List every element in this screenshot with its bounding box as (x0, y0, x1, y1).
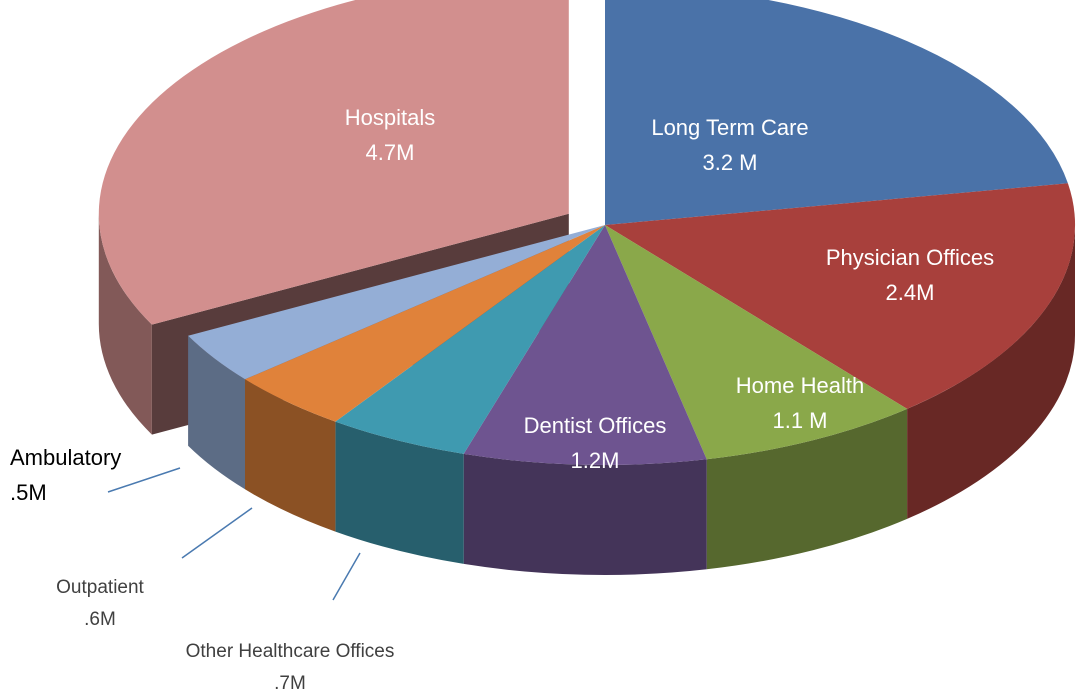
value-label: 4.7M (365, 140, 415, 165)
slice-label: Hospitals 4.7M (270, 100, 510, 170)
pie-slice (335, 225, 605, 454)
slice-label: Physician Offices 2.4M (780, 240, 1040, 310)
category-name: Home Health (735, 373, 865, 398)
value-label: 1.2M (570, 448, 620, 473)
slice-side (188, 335, 245, 490)
category-name: Physician Offices (825, 245, 995, 270)
value-label: .7M (274, 673, 306, 694)
value-label: 1.1 M (772, 408, 828, 433)
pie-slice (605, 183, 1076, 409)
pie-slice (98, 0, 569, 325)
pie-slice (188, 225, 605, 380)
pie-slice (463, 225, 707, 465)
slice-label: Long Term Care 3.2 M (600, 110, 860, 180)
pie-slice (245, 225, 605, 422)
slice-label: Outpatient .6M (20, 572, 180, 636)
category-name: Long Term Care (651, 115, 809, 140)
pie-slice (605, 225, 908, 460)
slice-side (245, 379, 336, 532)
slice-label: Ambulatory .5M (10, 440, 180, 510)
slice-side (706, 408, 908, 570)
leader-line (332, 552, 361, 601)
pie-slice (605, 0, 1068, 225)
category-name: Outpatient (56, 577, 144, 598)
slice-side (98, 213, 152, 435)
slice-side (335, 421, 464, 564)
value-label: 3.2 M (702, 150, 758, 175)
category-name: Hospitals (344, 105, 436, 130)
category-name: Dentist Offices (523, 413, 667, 438)
slice-label: Home Health 1.1 M (690, 368, 910, 438)
value-label: .5M (10, 480, 47, 505)
value-label: .6M (84, 609, 116, 630)
slice-label: Dentist Offices 1.2M (475, 408, 715, 478)
slice-side (907, 225, 1075, 519)
slice-label: Other Healthcare Offices .7M (183, 636, 398, 699)
leader-line (181, 507, 253, 559)
category-name: Ambulatory (10, 445, 122, 470)
slice-side (463, 453, 707, 575)
category-name: Other Healthcare Offices (185, 641, 395, 662)
value-label: 2.4M (885, 280, 935, 305)
leader-line (107, 467, 181, 493)
